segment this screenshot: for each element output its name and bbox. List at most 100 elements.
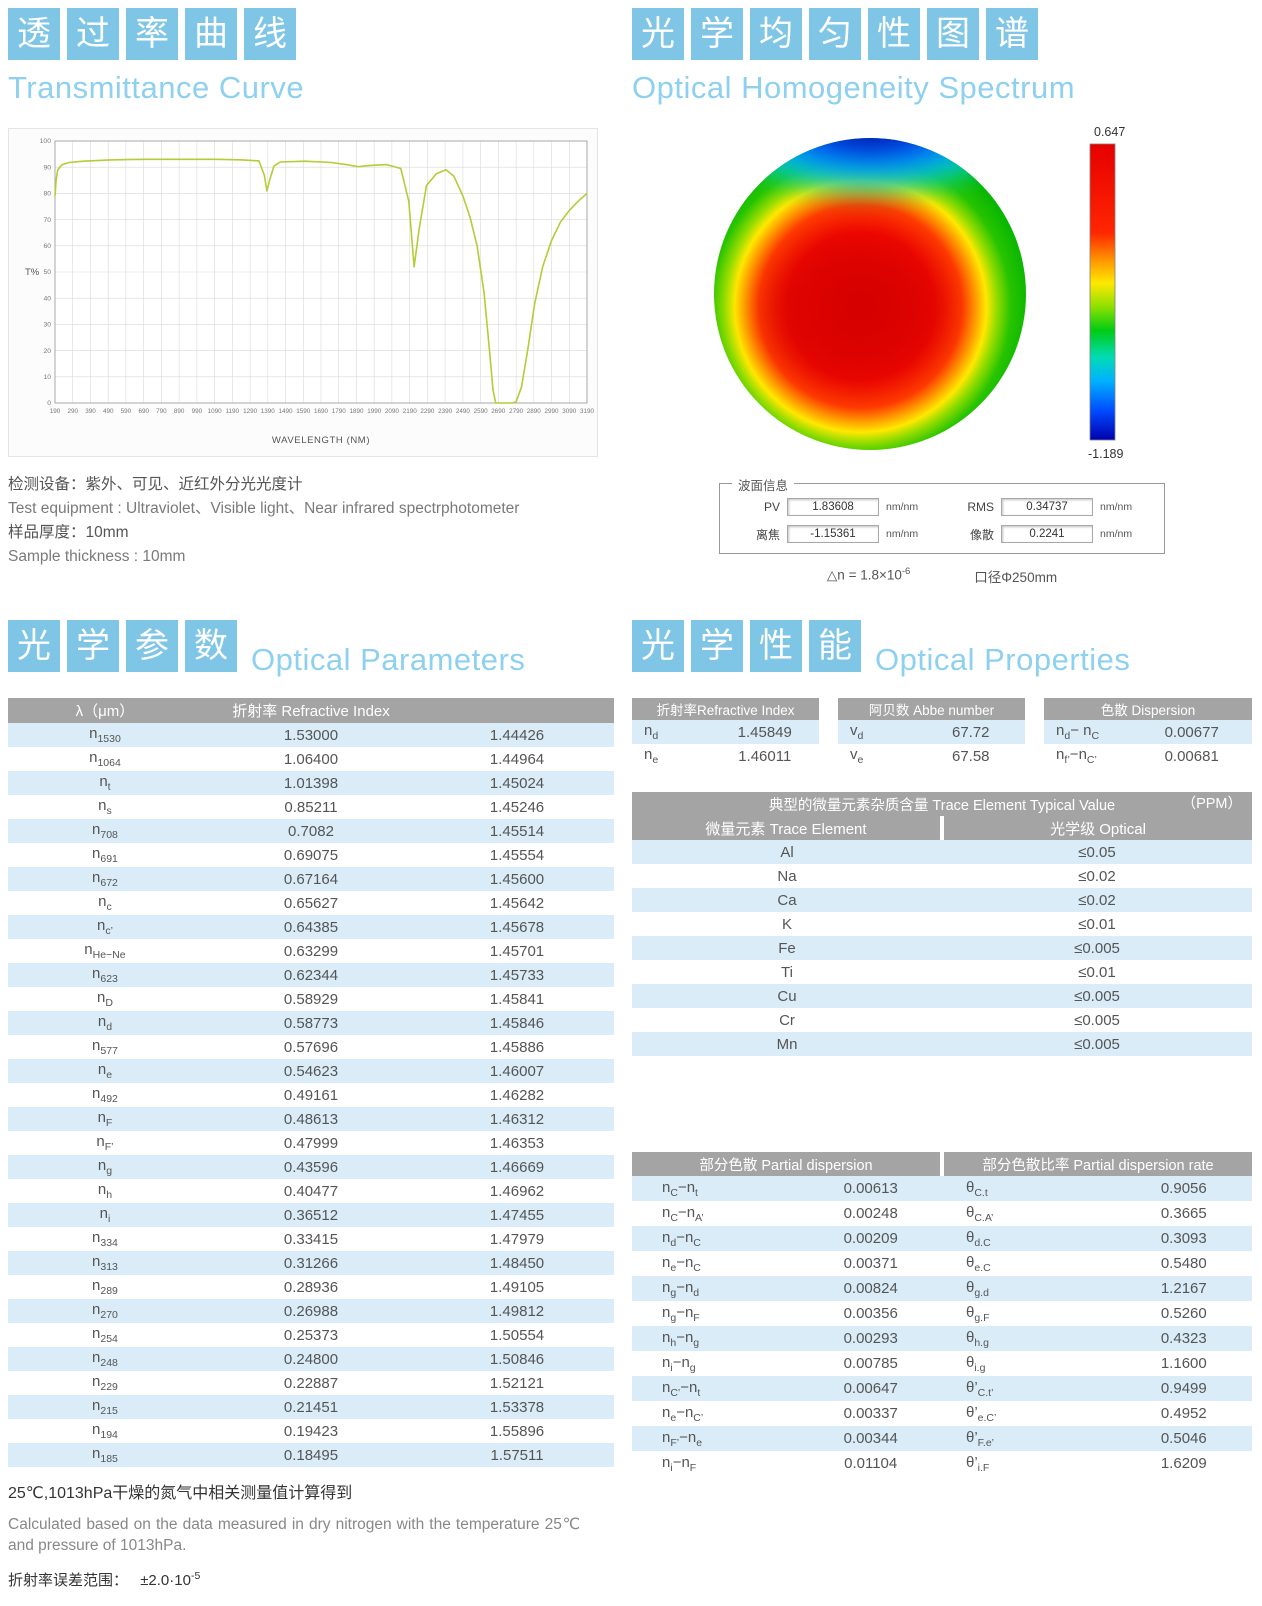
- refractive-index-value: 1.45886: [489, 1038, 545, 1056]
- parameter-row: nc’ 0.64385 1.45678: [8, 915, 614, 939]
- partial-dispersion-row: nd−nC 0.00209 θd.C 0.3093: [632, 1226, 1252, 1251]
- wavelength-value: 0.65627: [283, 894, 339, 912]
- trace-element: Fe: [778, 939, 796, 957]
- mini-row: nd 1.45849: [632, 720, 819, 744]
- wavefront-field-unit: nm/nm: [886, 528, 919, 540]
- cjk-title-char: 光: [632, 620, 684, 672]
- refractive-index-table-header: 折射率Refractive Index: [632, 698, 819, 720]
- trace-limit: ≤0.005: [1074, 1011, 1120, 1029]
- trace-limit: ≤0.05: [1078, 843, 1116, 861]
- partial-dispersion-row: ni−ng 0.00785 θi.g 1.1600: [632, 1351, 1252, 1376]
- refractive-index-value: 1.52121: [489, 1374, 545, 1392]
- refractive-index-value: 1.53378: [489, 1398, 545, 1416]
- wavefront-box-title: 波面信息: [732, 475, 795, 494]
- mini-label: nd: [644, 722, 659, 742]
- wavelength-value: 0.28936: [283, 1278, 339, 1296]
- pd-label: nd−nC: [662, 1228, 701, 1249]
- svg-text:10: 10: [43, 374, 51, 381]
- cjk-title-char: 谱: [986, 8, 1038, 60]
- lambda-symbol: nF: [97, 1109, 113, 1129]
- lambda-symbol: n577: [92, 1037, 118, 1057]
- parameter-row: n334 0.33415 1.47979: [8, 1227, 614, 1251]
- parameter-row: nHe−Ne 0.63299 1.45701: [8, 939, 614, 963]
- partial-dispersion-row: nh−ng 0.00293 θh.g 0.4323: [632, 1326, 1252, 1351]
- lambda-symbol: n270: [92, 1301, 118, 1321]
- pdr-value: 0.5046: [1160, 1430, 1207, 1447]
- refractive-index-value: 1.45846: [489, 1014, 545, 1032]
- pd-value: 0.00248: [843, 1205, 898, 1222]
- svg-text:690: 690: [138, 408, 149, 415]
- col-spacer: [420, 698, 614, 723]
- wavelength-value: 0.22887: [283, 1374, 339, 1392]
- pd-value: 0.01104: [844, 1455, 898, 1472]
- mini-value: 0.00677: [1164, 723, 1219, 741]
- parameter-row: n623 0.62344 1.45733: [8, 963, 614, 987]
- partial-dispersion-row: nC’−nt 0.00647 θ’C.t’ 0.9499: [632, 1376, 1252, 1401]
- pdr-value: 0.4952: [1160, 1405, 1207, 1422]
- svg-text:60: 60: [43, 243, 51, 250]
- pd-label: nF’−ne: [662, 1428, 703, 1449]
- wavelength-value: 1.01398: [283, 774, 339, 792]
- wavelength-value: 0.26988: [283, 1302, 339, 1320]
- svg-text:70: 70: [43, 217, 51, 224]
- homogeneity-section: 光学均匀性图谱 Optical Homogeneity Spectrum: [614, 8, 1252, 586]
- abbe-number-table: 阿贝数 Abbe number vd 67.72 ve 67.58: [838, 698, 1025, 768]
- wavelength-value: 0.7082: [288, 822, 334, 840]
- trace-limit: ≤0.02: [1078, 867, 1116, 885]
- pdr-value: 0.3665: [1160, 1205, 1207, 1222]
- lambda-symbol: ng: [97, 1157, 113, 1177]
- wavefront-grid: PV 1.83608 nm/nm RMS 0.34737 nm/nm 离焦 -1.15361 n…: [734, 498, 1150, 543]
- svg-text:1490: 1490: [278, 408, 293, 415]
- mini-label: ne: [644, 746, 659, 766]
- lambda-symbol: nt: [99, 773, 111, 793]
- pd-label: ne−nC’: [662, 1403, 704, 1424]
- parameter-row: nc 0.65627 1.45642: [8, 891, 614, 915]
- pdr-label: θ’i.F: [965, 1453, 990, 1474]
- pd-value: 0.00613: [843, 1180, 898, 1197]
- refractive-index-value: 1.45600: [489, 870, 545, 888]
- refractive-index-value: 1.50554: [489, 1326, 545, 1344]
- trace-element: K: [781, 915, 792, 933]
- parameter-row: nF 0.48613 1.46312: [8, 1107, 614, 1131]
- wavefront-field-label: 像散: [969, 527, 994, 542]
- trace-row: Ti ≤0.01: [632, 960, 1252, 984]
- wavefront-info-box: 波面信息 PV 1.83608 nm/nm RMS 0.34737 nm/nm 离焦 -1.1…: [719, 475, 1165, 554]
- parameter-row: nt 1.01398 1.45024: [8, 771, 614, 795]
- refractive-index-value: 1.46669: [489, 1158, 545, 1176]
- y-axis-title: T%: [25, 267, 40, 278]
- refractive-index-value: 1.55896: [489, 1422, 545, 1440]
- parameter-row: n1064 1.06400 1.44964: [8, 747, 614, 771]
- lambda-symbol: n623: [92, 965, 118, 985]
- svg-text:2190: 2190: [403, 408, 418, 415]
- parameter-row: n270 0.26988 1.49812: [8, 1299, 614, 1323]
- svg-text:1390: 1390: [261, 408, 276, 415]
- mini-label: vd: [850, 722, 864, 742]
- lambda-symbol: ns: [98, 797, 112, 817]
- wavefront-field: PV 1.83608 nm/nm: [734, 498, 936, 516]
- note-equipment-en: Test equipment : Ultraviolet、Visible lig…: [8, 500, 520, 518]
- homogeneity-title-en: Optical Homogeneity Spectrum: [632, 70, 1076, 105]
- pd-label: nC’−nt: [662, 1378, 701, 1399]
- svg-text:80: 80: [43, 191, 51, 198]
- svg-text:390: 390: [85, 408, 96, 415]
- note-thickness-en: Sample thickness : 10mm: [8, 548, 186, 566]
- pd-label: nh−ng: [662, 1328, 700, 1349]
- trace-row: Na ≤0.02: [632, 864, 1252, 888]
- parameter-row: n248 0.24800 1.50846: [8, 1347, 614, 1371]
- partial-dispersion-row: ng−nd 0.00824 θg.d 1.2167: [632, 1276, 1252, 1301]
- pdr-value: 0.9499: [1160, 1380, 1207, 1397]
- trace-row: Mn ≤0.005: [632, 1032, 1252, 1056]
- trace-element: Ti: [781, 963, 793, 981]
- parameter-row: nd 0.58773 1.45846: [8, 1011, 614, 1035]
- refractive-index-value: 1.46353: [489, 1134, 545, 1152]
- svg-text:2690: 2690: [491, 408, 506, 415]
- pd-label: nC−nA’: [662, 1203, 704, 1224]
- svg-text:2090: 2090: [385, 408, 400, 415]
- partial-dispersion-row: ni−nF 0.01104 θ’i.F 1.6209: [632, 1451, 1252, 1476]
- pdr-value: 0.5260: [1160, 1305, 1207, 1322]
- trace-subheader-row: 微量元素 Trace Element 光学级 Optical: [632, 816, 1252, 840]
- mini-row: vd 67.72: [838, 720, 1025, 744]
- test-notes: 检测设备：紫外、可见、近红外分光光度计 Test equipment : Ult…: [8, 473, 614, 569]
- refractive-index-value: 1.45678: [489, 918, 545, 936]
- transmittance-title-en: Transmittance Curve: [8, 70, 305, 105]
